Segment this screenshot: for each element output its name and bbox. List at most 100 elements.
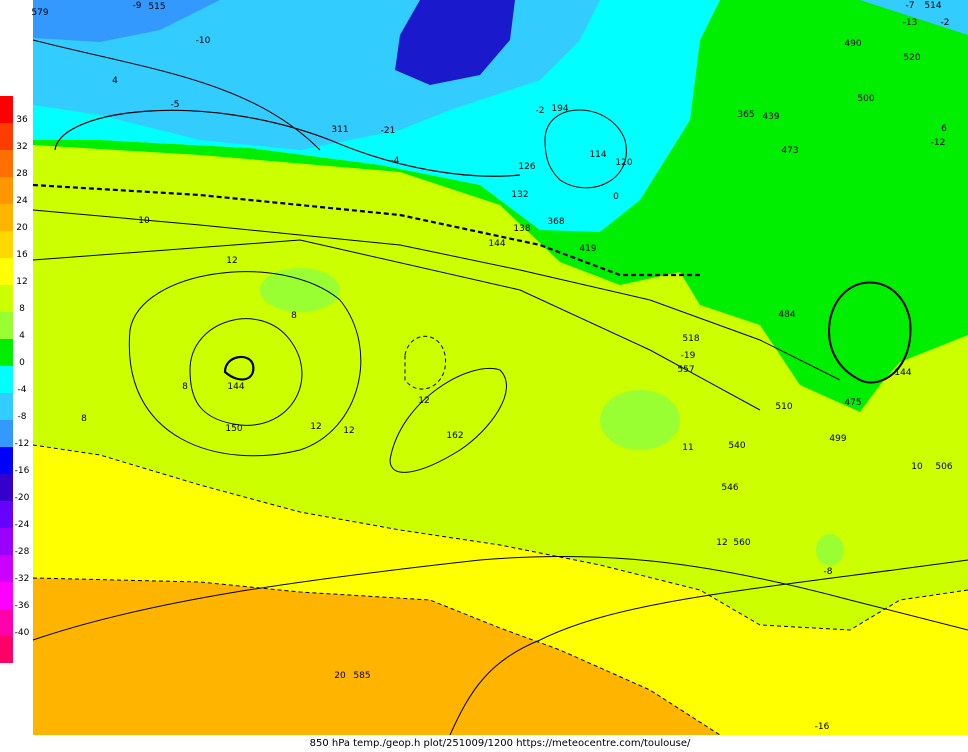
- height-contour: [544, 109, 627, 189]
- colorbar-swatch: [0, 636, 13, 663]
- contour-label: 510: [775, 402, 792, 412]
- contour-label: 0: [613, 192, 619, 202]
- contour-label: 144: [894, 368, 911, 378]
- contour-label: 311: [331, 125, 348, 135]
- colorbar-swatch: [0, 393, 13, 420]
- contour-label: 368: [547, 217, 564, 227]
- colorbar-swatch: [0, 339, 13, 366]
- contour-label: 520: [903, 53, 920, 63]
- height-contour: [54, 109, 521, 177]
- contour-label: -2: [941, 18, 950, 28]
- contour-label: -16: [815, 722, 830, 732]
- isotherm: [32, 183, 700, 277]
- colorbar-label: -36: [15, 601, 30, 611]
- colorbar-label: 20: [16, 223, 28, 233]
- colorbar-label: 16: [16, 250, 28, 260]
- contour-label: 514: [924, 1, 941, 11]
- height-contour: [389, 368, 507, 473]
- colorbar-swatch: [0, 474, 13, 501]
- contour-label: -4: [391, 156, 400, 166]
- contour-label: 8: [182, 382, 188, 392]
- contour-label: 11: [682, 443, 693, 453]
- colorbar-swatch: [0, 420, 13, 447]
- contour-label: 6: [941, 124, 947, 134]
- contour-label: 579: [31, 8, 48, 18]
- height-contour: [449, 559, 968, 736]
- colorbar-label: -4: [18, 385, 27, 395]
- colorbar-swatch: [0, 123, 13, 150]
- footer: 850 hPa temp./geop.h plot/251009/1200 ht…: [310, 738, 691, 749]
- contour-label: 557: [677, 365, 694, 375]
- contour-label: 126: [518, 162, 535, 172]
- contour-label: 10: [911, 462, 923, 472]
- contour-label: 4: [112, 76, 118, 86]
- contour-label: 546: [721, 483, 738, 493]
- height-contour: [223, 355, 255, 381]
- contour-label: 439: [762, 112, 779, 122]
- fill-blue: [33, 0, 220, 42]
- colorbar-label: -24: [15, 520, 30, 530]
- contours: [32, 39, 968, 736]
- isotherm: [32, 444, 968, 631]
- contour-label: 12: [716, 538, 727, 548]
- contour-label: -19: [681, 351, 696, 361]
- contour-label: 500: [857, 94, 874, 104]
- map: [32, 0, 968, 736]
- contour-label: 20: [334, 671, 346, 681]
- colorbar-swatch: [0, 285, 13, 312]
- contour-label: 8: [291, 311, 297, 321]
- contour-label: 114: [589, 150, 606, 160]
- contour-label: 8: [81, 414, 87, 424]
- contour-label: -2: [536, 106, 545, 116]
- contour-label: 419: [579, 244, 596, 254]
- contour-label: -10: [196, 36, 211, 46]
- colorbar-label: 24: [16, 196, 28, 206]
- colorbar-label: -32: [15, 574, 30, 584]
- colorbar-swatch: [0, 501, 13, 528]
- colorbar: 36 32 28 24 20 16 12 8 4 0 -4 -8 -12 -16 -20 -24 -28 -32 -…: [0, 96, 30, 663]
- colorbar-label: 8: [19, 304, 25, 314]
- fill-dark-blue: [395, 0, 515, 85]
- contour-label: 162: [446, 431, 463, 441]
- contour-label: 138: [513, 224, 530, 234]
- contour-label: -9: [133, 1, 142, 11]
- contour-label: 194: [551, 104, 568, 114]
- colorbar-label: 28: [16, 169, 28, 179]
- contour-label: 132: [511, 190, 528, 200]
- height-contour: [828, 281, 912, 384]
- height-contour: [32, 239, 761, 411]
- contour-label: 560: [733, 538, 750, 548]
- contour-label: 484: [778, 310, 795, 320]
- height-contour: [32, 209, 841, 381]
- height-contour: [32, 555, 968, 641]
- contour-label: 515: [148, 2, 165, 12]
- colorbar-label: 12: [16, 277, 27, 287]
- colorbar-swatch: [0, 312, 13, 339]
- isotherm: [404, 335, 446, 390]
- contour-label: -5: [171, 100, 180, 110]
- contour-label: 144: [488, 239, 505, 249]
- contour-label: 120: [615, 158, 632, 168]
- contour-label: 499: [829, 434, 846, 444]
- fill-light-green: [816, 534, 844, 566]
- contour-label: 12: [310, 422, 321, 432]
- contour-label: 518: [682, 334, 699, 344]
- contour-label: -21: [381, 126, 396, 136]
- colorbar-swatch: [0, 258, 13, 285]
- colorbar-label: -8: [18, 412, 27, 422]
- colorbar-swatch: [0, 231, 13, 258]
- contour-label: 473: [781, 146, 798, 156]
- contour-label: 365: [737, 110, 754, 120]
- colorbar-swatch: [0, 204, 13, 231]
- colorbar-label: 36: [16, 115, 28, 125]
- contour-label: 585: [353, 671, 370, 681]
- contour-label: -7: [906, 1, 915, 11]
- contour-label: 490: [844, 39, 861, 49]
- colorbar-swatch: [0, 177, 13, 204]
- colorbar-label: -40: [15, 628, 30, 638]
- contour-label: 506: [935, 462, 952, 472]
- contour-label: -8: [824, 567, 833, 577]
- colorbar-label: -16: [15, 466, 30, 476]
